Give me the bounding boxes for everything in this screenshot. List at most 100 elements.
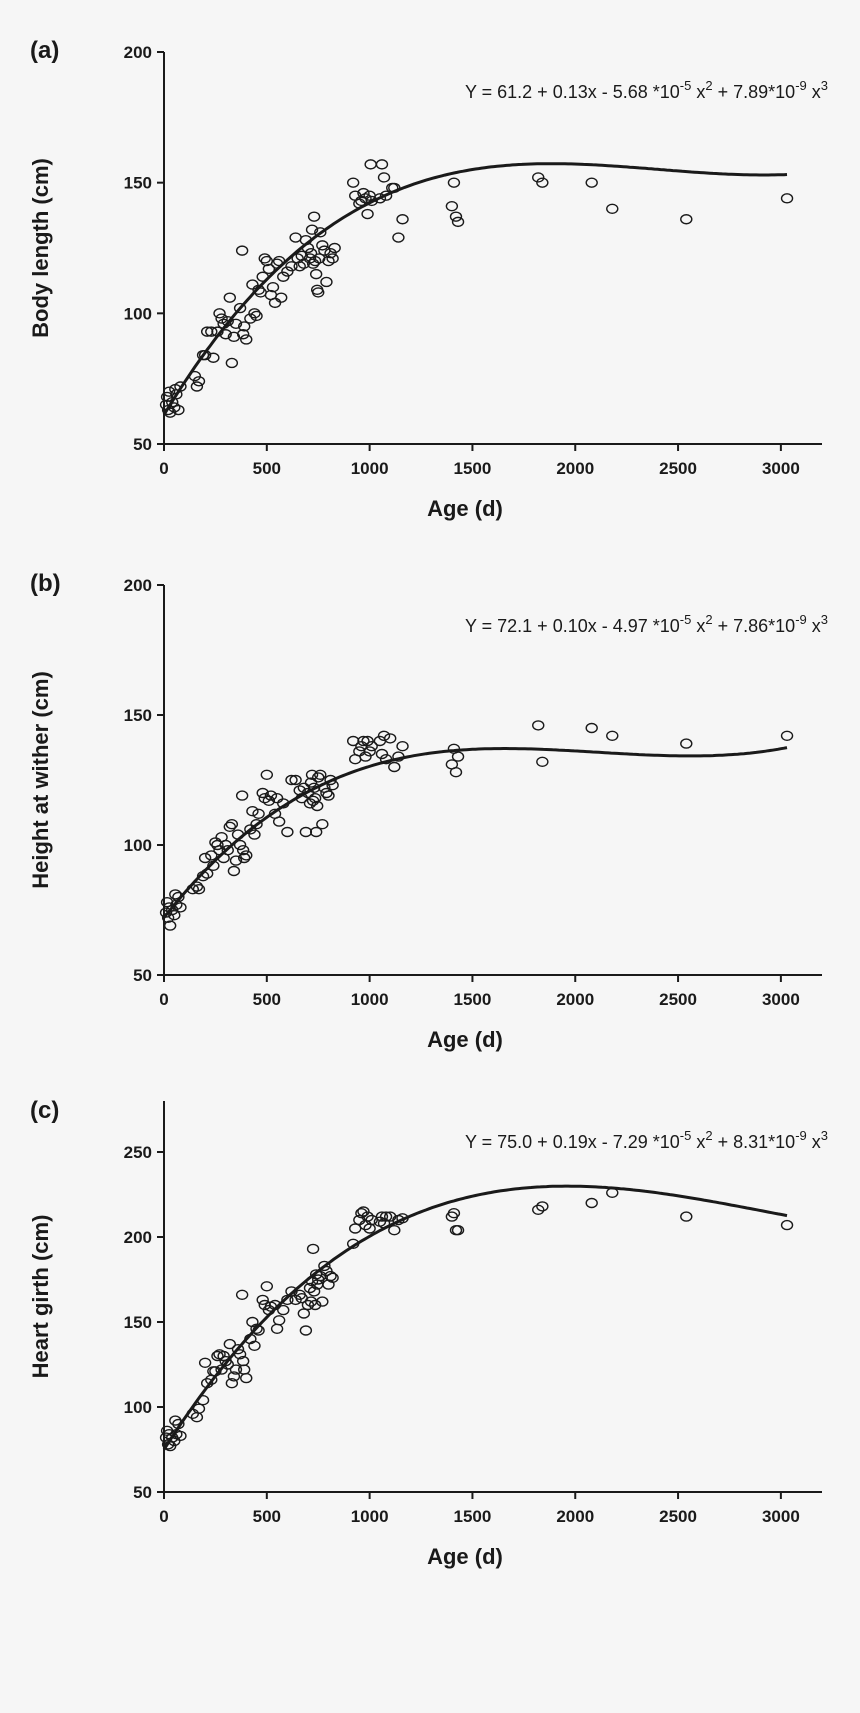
data-point — [190, 881, 204, 892]
data-point — [170, 899, 183, 910]
data-point — [289, 1294, 302, 1306]
data-point — [223, 821, 237, 832]
data-point — [281, 826, 294, 838]
data-point — [310, 800, 324, 812]
data-point — [268, 1299, 282, 1311]
data-point — [233, 302, 247, 314]
x-axis-label: Age (d) — [427, 1544, 503, 1569]
y-tick-label: 50 — [133, 966, 152, 985]
y-tick-label: 150 — [124, 1313, 152, 1332]
data-point — [318, 1260, 331, 1272]
fitted-curve — [162, 1184, 788, 1451]
data-point — [188, 370, 202, 382]
data-point — [295, 793, 308, 804]
data-point — [309, 268, 323, 280]
data-point — [361, 1211, 374, 1222]
panel-label: (a) — [30, 37, 59, 64]
panel-label: (c) — [30, 1097, 59, 1124]
x-tick-label: 2500 — [659, 990, 697, 1009]
data-point — [192, 884, 206, 895]
data-point — [375, 159, 389, 170]
data-point — [377, 730, 391, 741]
y-tick-label: 50 — [133, 1483, 152, 1502]
data-point — [174, 381, 187, 392]
data-point — [246, 806, 259, 817]
data-point — [196, 1394, 210, 1406]
data-point — [449, 211, 463, 222]
data-point — [258, 1299, 271, 1311]
data-point — [606, 730, 619, 741]
x-tick-label: 0 — [159, 459, 168, 478]
data-point — [388, 182, 401, 194]
data-point — [248, 1340, 261, 1352]
data-point — [207, 860, 220, 871]
data-point — [388, 1224, 401, 1236]
data-point — [227, 1371, 241, 1382]
data-point — [258, 253, 271, 264]
data-point — [200, 326, 214, 337]
data-point — [285, 774, 298, 786]
data-point — [293, 785, 306, 796]
data-point — [585, 722, 598, 734]
data-point — [379, 754, 393, 765]
data-point — [357, 187, 370, 199]
data-point — [219, 329, 232, 340]
data-point — [383, 733, 397, 744]
data-point — [322, 790, 335, 801]
data-point — [301, 787, 315, 799]
data-point — [233, 1349, 247, 1360]
data-point — [281, 266, 294, 277]
data-point — [355, 1207, 368, 1219]
y-tick-label: 50 — [133, 435, 152, 454]
data-point — [172, 1418, 185, 1430]
data-point — [225, 357, 239, 369]
data-point — [217, 1350, 230, 1362]
data-point — [305, 224, 319, 235]
data-point — [585, 1197, 598, 1209]
data-point — [365, 741, 378, 752]
y-axis-label: Body length (cm) — [28, 158, 53, 338]
x-axis-label: Age (d) — [427, 496, 503, 521]
data-point — [252, 808, 265, 819]
data-point — [299, 234, 313, 246]
data-point — [196, 871, 210, 882]
data-point — [606, 1187, 619, 1199]
data-point — [229, 855, 243, 866]
data-point — [262, 263, 276, 275]
data-point — [451, 1224, 465, 1236]
data-point — [377, 1218, 391, 1229]
data-point — [240, 1372, 253, 1384]
data-point — [200, 1377, 214, 1389]
data-point — [252, 1325, 265, 1336]
x-tick-label: 3000 — [762, 990, 800, 1009]
data-point — [272, 1315, 286, 1326]
data-point — [227, 865, 241, 877]
data-point — [272, 816, 286, 827]
data-point — [213, 308, 226, 319]
data-point — [451, 751, 465, 762]
data-point — [237, 852, 251, 864]
x-tick-label: 2000 — [556, 1507, 594, 1526]
data-point — [270, 1323, 284, 1335]
data-point — [250, 1323, 263, 1335]
data-point — [264, 790, 278, 801]
x-tick-label: 1500 — [454, 990, 492, 1009]
y-tick-label: 100 — [124, 304, 152, 323]
data-point — [297, 1308, 311, 1319]
regression-equation: Y = 72.1 + 0.10x - 4.97 *10-5 x2 + 7.86*… — [465, 612, 828, 636]
data-point — [172, 891, 185, 903]
data-point — [359, 193, 372, 204]
data-point — [307, 1286, 321, 1297]
data-point — [365, 1214, 378, 1226]
data-point — [308, 793, 322, 804]
data-point — [355, 741, 368, 752]
data-point — [447, 177, 461, 188]
data-point — [373, 193, 387, 204]
data-point — [172, 404, 185, 416]
data-point — [445, 200, 459, 212]
data-point — [270, 258, 284, 269]
data-point — [396, 214, 409, 225]
data-point — [606, 203, 619, 215]
data-point — [225, 1377, 239, 1389]
